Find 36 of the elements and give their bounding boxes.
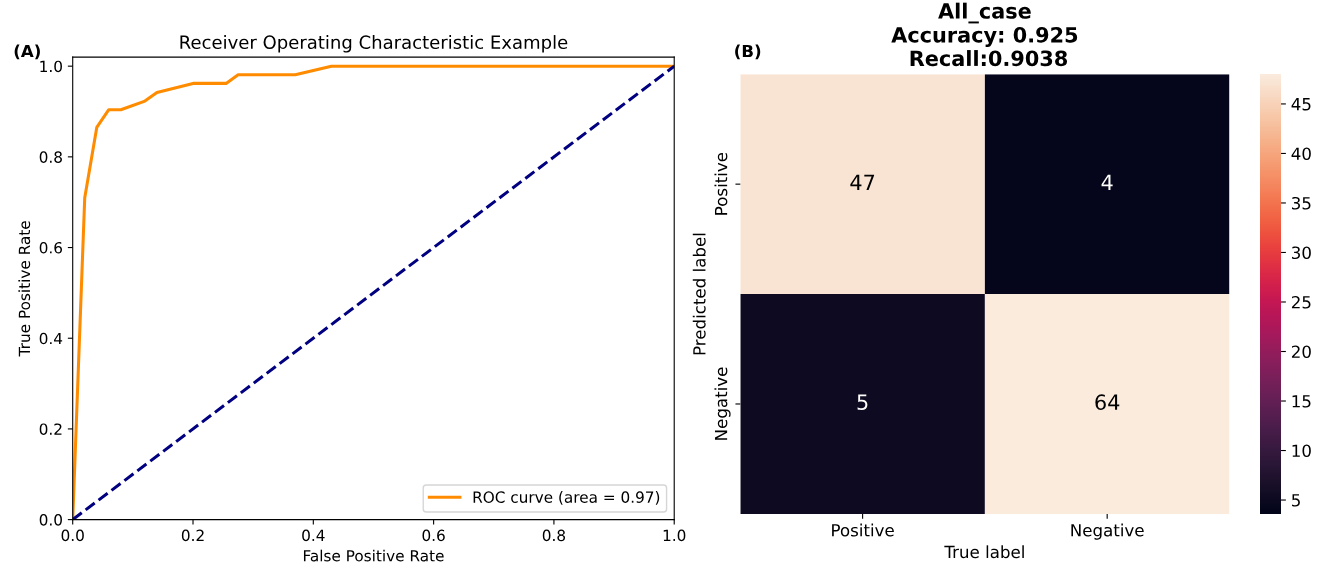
text: (B) xyxy=(735,44,761,60)
y-axis-title: Predicted label xyxy=(692,233,706,355)
y-axis-title: True Positive Rate xyxy=(18,221,31,357)
x-axis-title: False Positive Rate xyxy=(303,549,444,562)
y-tick-label: 1.0 xyxy=(40,60,62,73)
color-bar-label: 10 xyxy=(1292,444,1311,458)
y-tick-label: 0.4 xyxy=(39,332,63,345)
y-tick-label: 0.0 xyxy=(39,514,62,526)
y-tick-label: 0.8 xyxy=(39,151,62,163)
legend-label: ROC curve (area = 0.97) xyxy=(473,491,660,505)
data-label: 47 xyxy=(850,174,875,190)
x-tick-label: 0.8 xyxy=(542,529,566,542)
color-bar-label: 5 xyxy=(1292,494,1300,507)
data-label: 5 xyxy=(857,394,868,411)
x-tick-label: Positive xyxy=(832,523,894,537)
y-tick-label: 0.2 xyxy=(39,423,62,435)
color-bar-label: 20 xyxy=(1291,345,1311,359)
chart-title: Receiver Operating Characteristic Example xyxy=(180,35,568,53)
y-tick-label: 0.6 xyxy=(39,242,63,254)
x-axis-title: True label xyxy=(944,545,1024,559)
color-bar-label: 30 xyxy=(1292,246,1311,260)
x-tick-label: 0.6 xyxy=(422,529,445,542)
color-bar-label: 25 xyxy=(1291,295,1311,309)
x-tick-label: 0.2 xyxy=(181,529,204,542)
x-tick-label: 1.0 xyxy=(663,529,686,542)
color-bar-label: 40 xyxy=(1291,147,1311,161)
data-label: 64 xyxy=(1095,394,1120,411)
x-tick-label: 0.0 xyxy=(61,529,84,542)
text: (A) xyxy=(14,44,40,60)
color-bar-label: 45 xyxy=(1291,98,1311,111)
data-label: 4 xyxy=(1101,174,1113,190)
x-tick-label: 0.4 xyxy=(302,529,325,542)
x-tick-label: Negative xyxy=(1071,523,1144,540)
chart-title: All_case Accuracy: 0.925 Recall:0.9038 xyxy=(891,2,1078,67)
color-bar-label: 15 xyxy=(1292,395,1311,408)
color-bar-label: 35 xyxy=(1292,196,1311,210)
